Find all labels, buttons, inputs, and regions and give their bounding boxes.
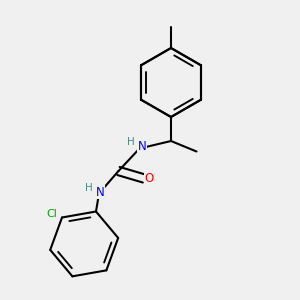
Text: N: N bbox=[137, 140, 146, 154]
Text: H: H bbox=[85, 183, 93, 193]
Text: H: H bbox=[127, 137, 135, 147]
Text: N: N bbox=[96, 185, 105, 199]
Text: O: O bbox=[145, 172, 154, 185]
Text: Cl: Cl bbox=[46, 209, 57, 220]
